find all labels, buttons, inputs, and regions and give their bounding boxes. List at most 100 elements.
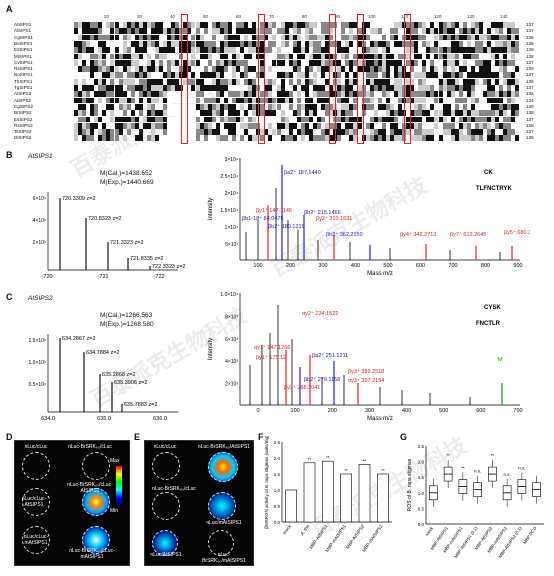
- alignment-cell: [130, 97, 135, 104]
- alignment-cell: [268, 40, 273, 47]
- alignment-cell: [353, 72, 358, 79]
- x-tick-label: 100: [253, 263, 262, 269]
- alignment-cell: [458, 110, 463, 117]
- alignment-cell: [450, 22, 455, 28]
- alignment-cell: [195, 97, 200, 104]
- alignment-cell: [203, 129, 208, 135]
- alignment-cell: [418, 97, 423, 104]
- sequence-name: RsSIPS2: [14, 122, 33, 128]
- alignment-cell: [280, 91, 285, 98]
- alignment-cell: [203, 85, 208, 91]
- alignment-cell: [102, 91, 107, 98]
- alignment-cell: [507, 116, 512, 123]
- alignment-cell: [381, 116, 386, 123]
- alignment-cell: [195, 129, 200, 135]
- alignment-cell: [304, 97, 309, 104]
- alignment-cell: [248, 122, 253, 129]
- alignment-cell: [398, 78, 403, 85]
- alignment-cell: [252, 34, 257, 41]
- alignment-cell: [462, 122, 467, 129]
- alignment-cell: [410, 28, 415, 35]
- alignment-cell: [203, 116, 208, 123]
- sequence-bottom: TLFNCTRYK: [476, 186, 512, 192]
- alignment-cell: [507, 91, 512, 98]
- alignment-cell: [94, 103, 99, 110]
- alignment-highlight-box: [258, 14, 265, 144]
- alignment-cell: [296, 66, 301, 72]
- alignment-cell: [479, 40, 484, 47]
- alignment-cell: [426, 40, 431, 47]
- alignment-cell: [349, 110, 354, 117]
- alignment-cell: [191, 129, 196, 135]
- alignment-cell: [284, 135, 289, 142]
- alignment-cell: [507, 85, 512, 91]
- y-tick-label: 1.5×10⁶: [29, 338, 47, 344]
- alignment-cell: [410, 47, 415, 54]
- alignment-cell: [308, 110, 313, 117]
- alignment-cell: [312, 22, 317, 28]
- alignment-cell: [248, 91, 253, 98]
- alignment-cell: [207, 85, 212, 91]
- alignment-cell: [223, 103, 228, 110]
- alignment-cell: [353, 129, 358, 135]
- alignment-cell: [163, 85, 168, 91]
- alignment-cell: [102, 47, 107, 54]
- alignment-cell: [102, 129, 107, 135]
- alignment-cell: [98, 78, 103, 85]
- panel-label-f: F: [258, 432, 264, 442]
- alignment-cell: [321, 47, 326, 54]
- alignment-cell: [82, 66, 87, 72]
- alignment-cell: [240, 28, 245, 35]
- alignment-cell: [227, 28, 232, 35]
- alignment-cell: [268, 28, 273, 35]
- alignment-cell: [349, 122, 354, 129]
- panel-label-g: G: [400, 432, 408, 442]
- alignment-cell: [470, 78, 475, 85]
- bar: [285, 489, 297, 523]
- alignment-cell: [434, 91, 439, 98]
- alignment-cell: [138, 22, 143, 28]
- alignment-cell: [414, 53, 419, 60]
- alignment-cell: [167, 85, 172, 91]
- alignment-cell: [503, 66, 508, 72]
- alignment-cell: [167, 40, 172, 47]
- alignment-cell: [134, 59, 139, 66]
- alignment-cell: [503, 78, 508, 85]
- alignment-cell: [90, 110, 95, 117]
- alignment-cell: [260, 72, 265, 79]
- alignment-cell: [236, 34, 241, 41]
- alignment-cell: [462, 97, 467, 104]
- alignment-cell: [312, 72, 317, 79]
- alignment-cell: [130, 72, 135, 79]
- alignment-cell: [94, 110, 99, 117]
- alignment-cell: [167, 28, 172, 35]
- sequence-end: 137: [526, 85, 534, 90]
- alignment-cell: [163, 72, 168, 79]
- alignment-cell: [474, 40, 479, 47]
- alignment-cell: [507, 135, 512, 142]
- alignment-cell: [215, 135, 220, 142]
- alignment-cell: [260, 22, 265, 28]
- alignment-cell: [78, 122, 83, 129]
- alignment-cell: [138, 40, 143, 47]
- alignment-cell: [163, 28, 168, 35]
- alignment-cell: [353, 91, 358, 98]
- alignment-cell: [317, 97, 322, 104]
- alignment-cell: [312, 47, 317, 54]
- alignment-cell: [483, 34, 488, 41]
- alignment-cell: [138, 129, 143, 135]
- alignment-cell: [296, 22, 301, 28]
- alignment-cell: [231, 47, 236, 54]
- alignment-cell: [215, 78, 220, 85]
- alignment-cell: [122, 110, 127, 117]
- alignment-cell: [284, 122, 289, 129]
- alignment-cell: [369, 53, 374, 60]
- alignment-cell: [474, 53, 479, 60]
- alignment-cell: [155, 28, 160, 35]
- alignment-cell: [183, 116, 188, 123]
- alignment-cell: [430, 103, 435, 110]
- y-tick-label: 6×10³: [225, 337, 238, 343]
- alignment-cell: [446, 91, 451, 98]
- alignment-cell: [434, 40, 439, 47]
- alignment-cell: [146, 78, 151, 85]
